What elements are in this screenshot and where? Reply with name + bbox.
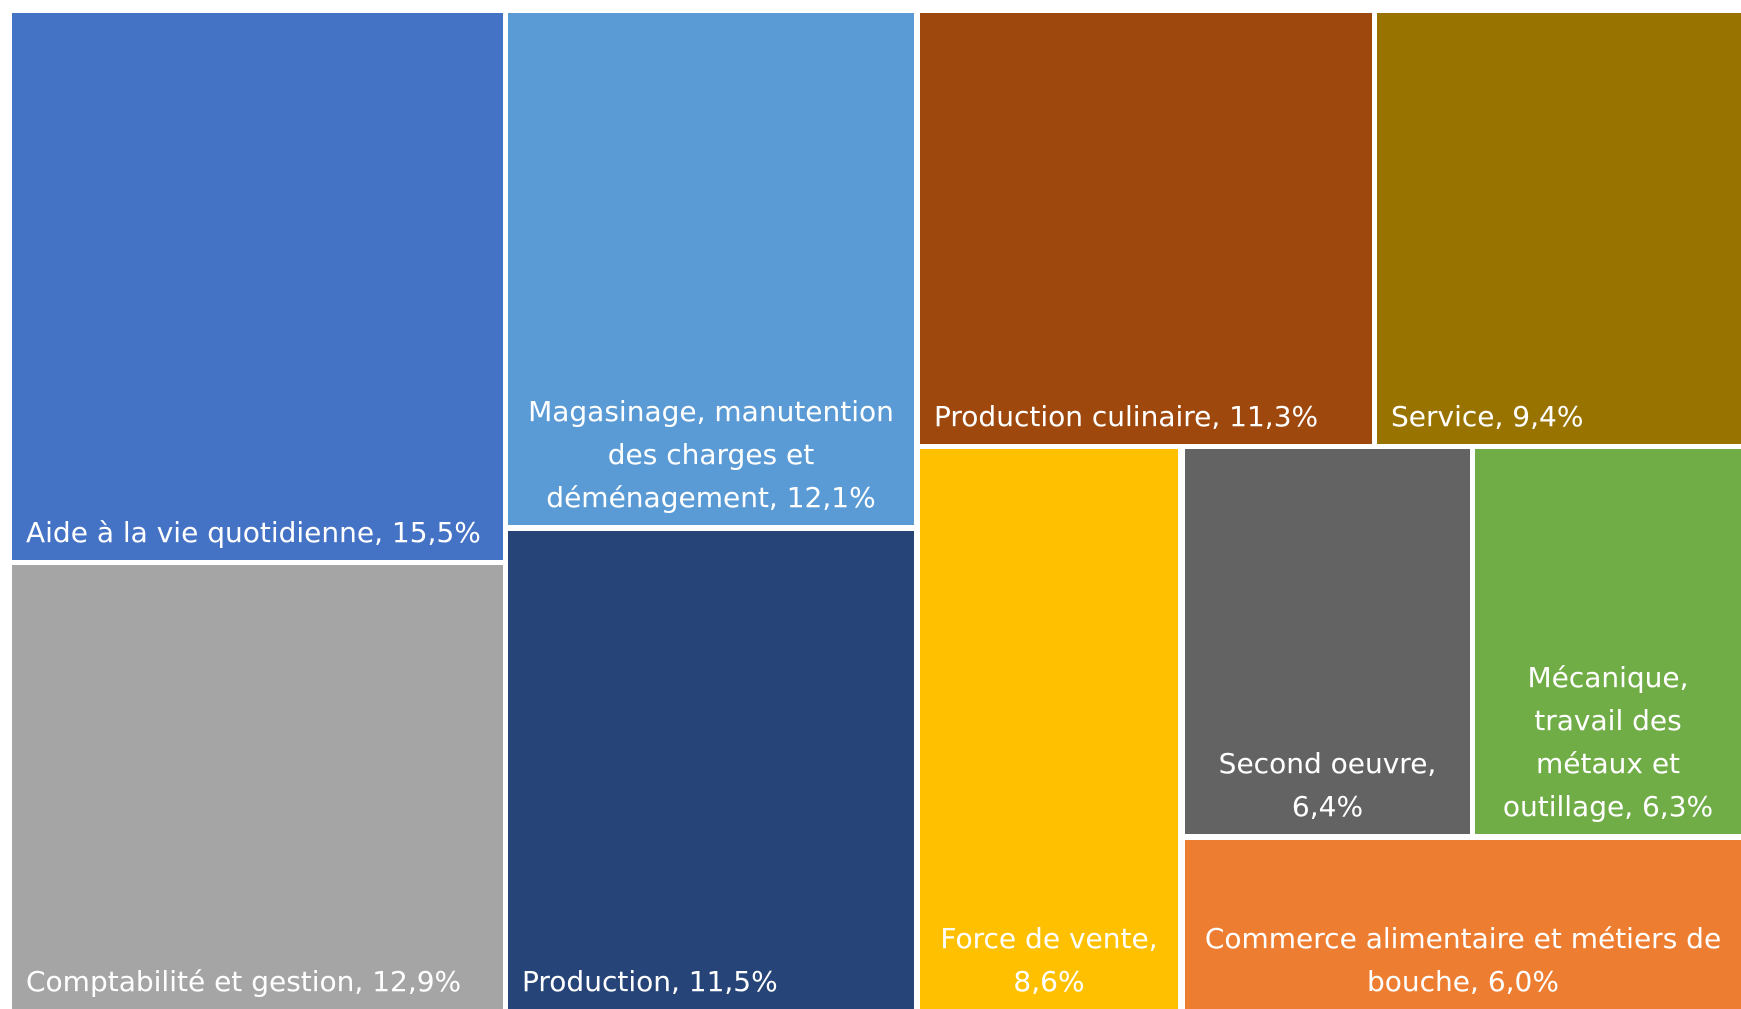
treemap-tile-magasinage-manutention-des-charges-et-demenagement: Magasinage, manutention des charges et d…	[508, 13, 914, 525]
treemap-tile-label: Mécanique, travail des métaux et outilla…	[1502, 661, 1714, 823]
treemap-tile-second-oeuvre: Second oeuvre, 6,4%	[1185, 449, 1470, 834]
treemap-tile-label: Commerce alimentaire et métiers de bouch…	[1204, 922, 1722, 998]
treemap-tile-production: Production, 11,5%	[508, 531, 914, 1009]
treemap-tile-label: Force de vente, 8,6%	[940, 922, 1158, 998]
treemap-tile-label: Aide à la vie quotidienne, 15,5%	[26, 516, 481, 549]
treemap-tile-label: Production, 11,5%	[522, 965, 778, 998]
treemap-tile-label: Service, 9,4%	[1391, 400, 1584, 433]
treemap-tile-label: Production culinaire, 11,3%	[934, 400, 1319, 433]
treemap-tile-force-de-vente: Force de vente, 8,6%	[920, 449, 1178, 1009]
treemap-tile-label: Second oeuvre, 6,4%	[1218, 747, 1437, 823]
treemap-tile-label: Magasinage, manutention des charges et d…	[528, 395, 894, 514]
treemap-tile-production-culinaire: Production culinaire, 11,3%	[920, 13, 1372, 444]
treemap-tile-aide-a-la-vie-quotidienne: Aide à la vie quotidienne, 15,5%	[12, 13, 503, 560]
treemap-tile-commerce-alimentaire-et-metiers-de-bouche: Commerce alimentaire et métiers de bouch…	[1185, 840, 1741, 1009]
treemap-tile-service: Service, 9,4%	[1377, 13, 1741, 444]
treemap-tile-mecanique-travail-des-metaux-et-outillage: Mécanique, travail des métaux et outilla…	[1475, 449, 1741, 834]
treemap-tile-label: Comptabilité et gestion, 12,9%	[26, 965, 462, 998]
treemap-tile-comptabilite-et-gestion: Comptabilité et gestion, 12,9%	[12, 565, 503, 1009]
